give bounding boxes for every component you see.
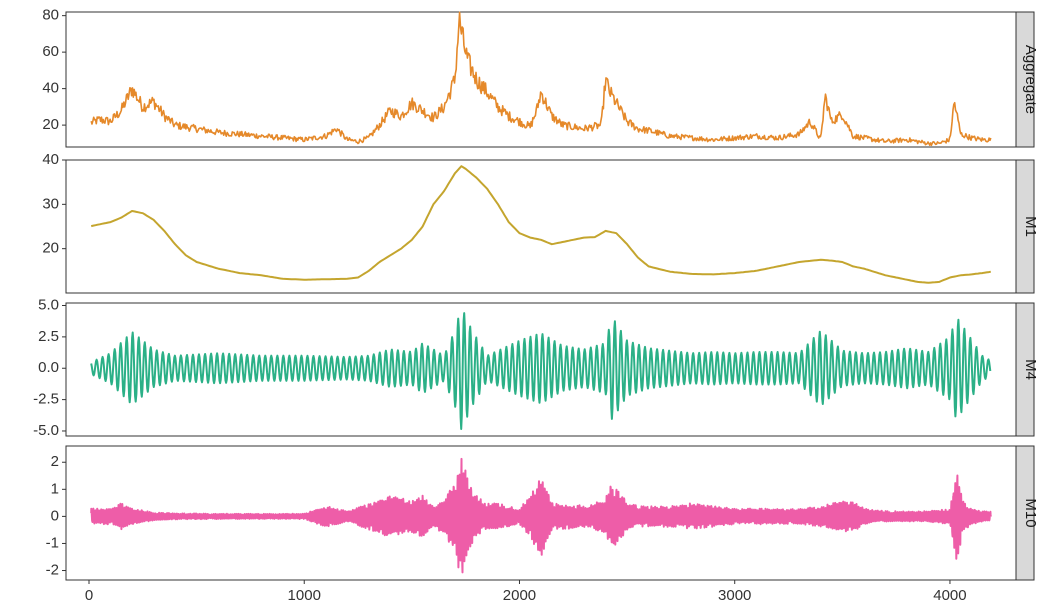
y-tick-label: -5.0: [33, 422, 59, 439]
y-tick-label: 30: [42, 195, 59, 212]
y-tick-label: 2.5: [38, 328, 59, 345]
x-axis: 0 1000 2000 3000 4000: [85, 580, 967, 604]
y-tick-label: 20: [42, 240, 59, 257]
x-tick-label: 4000: [933, 587, 966, 604]
y-tick-label: 5.0: [38, 296, 59, 313]
strip-label-aggregate: Aggregate: [1022, 45, 1039, 114]
y-tick-label: 80: [42, 7, 59, 24]
series-line-aggregate: [90, 11, 992, 147]
y-tick-label: -2.5: [33, 391, 59, 408]
x-tick-label: 1000: [288, 587, 321, 604]
y-tick-label: -2: [46, 561, 59, 578]
y-tick-label: 0.0: [38, 359, 59, 376]
series-line-m10: [90, 457, 992, 574]
strip-background: [1015, 302, 1035, 437]
y-tick-label: 0: [51, 507, 59, 524]
y-tick-label: -1: [46, 534, 59, 551]
panel-aggregate: Aggregate 20 40 60 80: [42, 7, 1039, 148]
y-tick-label: 20: [42, 116, 59, 133]
panel-m4: M4 -5.0 -2.5 0.0 2.5 5.0: [33, 296, 1039, 438]
strip-label-m1: M1: [1022, 216, 1039, 237]
y-tick-label: 1: [51, 480, 59, 497]
panel-m10: M10 -2 -1 0 1 2: [46, 445, 1039, 581]
strip-background: [1015, 11, 1035, 148]
panel-border: [65, 159, 1017, 294]
strip-background: [1015, 445, 1035, 581]
x-tick-label: 2000: [503, 587, 536, 604]
y-tick-label: 2: [51, 453, 59, 470]
panel-border: [65, 11, 1017, 148]
strip-background: [1015, 159, 1035, 294]
x-tick-label: 0: [85, 587, 93, 604]
series-line-m1: [90, 165, 991, 284]
x-tick-label: 3000: [718, 587, 751, 604]
strip-label-m4: M4: [1022, 359, 1039, 380]
y-tick-label: 60: [42, 43, 59, 60]
panel-m1: M1 20 30 40: [42, 151, 1039, 294]
y-tick-label: 40: [42, 80, 59, 97]
series-line-m4: [90, 312, 992, 430]
strip-label-m10: M10: [1022, 498, 1039, 527]
y-tick-label: 40: [42, 151, 59, 168]
